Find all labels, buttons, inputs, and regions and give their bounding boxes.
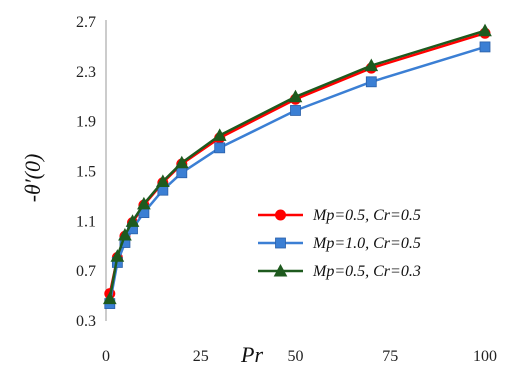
legend-marker [273,263,288,277]
data-point [125,214,140,227]
series-line [108,45,486,304]
y-axis-title: -θ′(0) [20,154,45,203]
y-tick-label: 1.5 [76,164,96,181]
data-point [214,142,226,154]
y-tick-label: 2.3 [76,64,96,81]
legend-marker [275,237,286,249]
legend-label: Mp=0.5, Cr=0.5 [312,207,421,224]
axes-layer: 0.3 0.7 1.1 1.5 1.9 2.3 2.7 0 25 50 75 100 [76,14,497,365]
series-layer [102,23,492,309]
y-tick-label: 0.7 [76,263,96,280]
series-3 [102,23,492,305]
legend: Mp=0.5, Cr=0.5 Mp=1.0, Cr=0.5 Mp=0.5, Cr=0… [258,207,421,280]
series-1 [104,27,491,300]
series-line [108,29,486,299]
data-point [290,105,301,116]
series-line [108,32,486,294]
data-point [102,291,117,305]
data-point [110,249,125,262]
data-point [174,155,189,169]
x-tick-label: 75 [382,348,398,365]
y-tick-label: 0.3 [76,313,96,330]
legend-marker [275,209,286,221]
data-point [364,58,379,72]
data-point [479,41,491,53]
y-tick-label: 1.1 [76,213,96,230]
y-tick-label: 1.9 [76,114,96,131]
x-tick-label: 0 [102,348,110,365]
data-point [365,76,377,88]
data-point [478,23,492,37]
x-tick-label: 50 [288,348,304,365]
y-tick-label: 2.7 [76,14,96,31]
x-axis-title: Pr [240,342,263,366]
x-tick-label: 25 [193,348,209,365]
data-point [137,196,151,210]
legend-item: Mp=0.5, Cr=0.5 [258,207,421,224]
legend-label: Mp=0.5, Cr=0.3 [312,263,421,280]
data-point [288,89,303,103]
data-point [176,167,188,179]
legend-label: Mp=1.0, Cr=0.5 [312,235,421,252]
data-point [212,128,227,141]
data-point [156,174,170,187]
legend-item: Mp=0.5, Cr=0.3 [258,263,421,280]
data-point [118,227,132,241]
x-tick-label: 100 [473,348,497,365]
legend-item: Mp=1.0, Cr=0.5 [258,235,421,252]
